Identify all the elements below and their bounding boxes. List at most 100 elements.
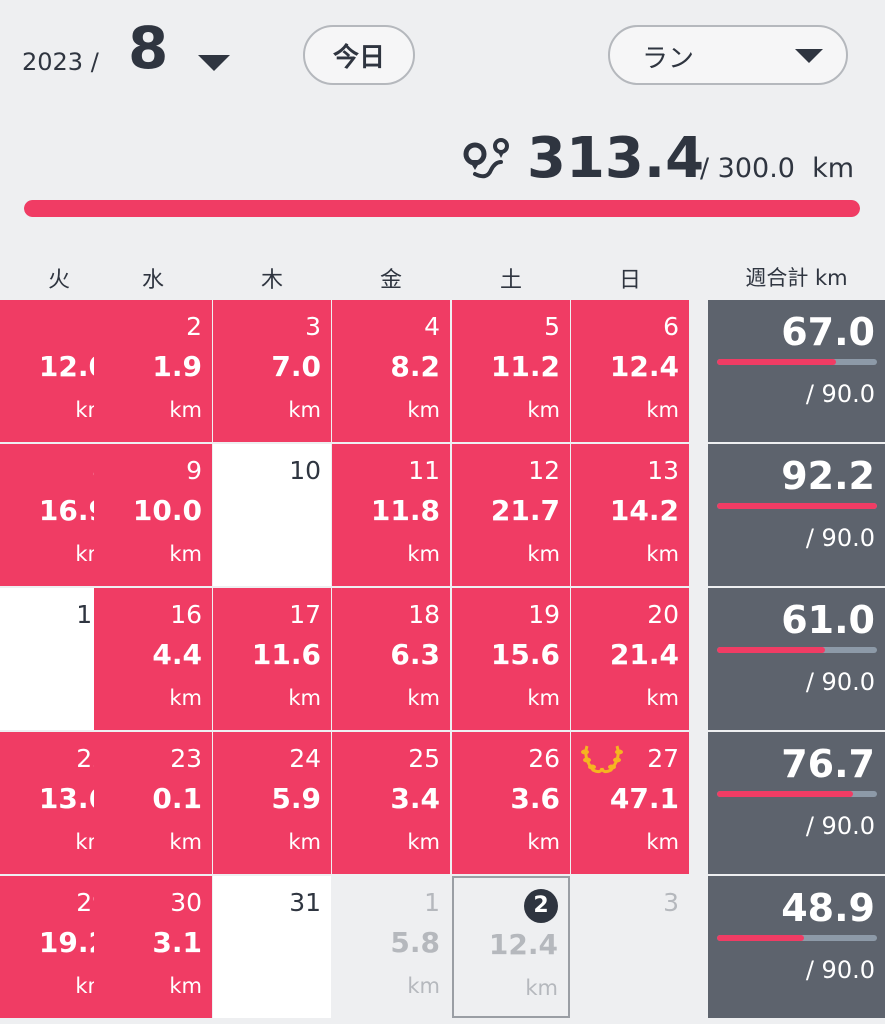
- day-distance: 6.3: [390, 638, 440, 671]
- weekday-label: 水: [141, 268, 164, 293]
- day-distance: 1.9: [152, 350, 202, 383]
- day-number: 25: [408, 744, 440, 773]
- day-distance: 3.4: [390, 782, 440, 815]
- distance-unit: km: [169, 974, 202, 998]
- day-cell[interactable]: 26 3.6 km: [452, 732, 570, 874]
- today-badge: 2: [524, 889, 558, 923]
- day-cell[interactable]: 1 5.8 km: [332, 876, 450, 1018]
- day-number: 12: [528, 456, 560, 485]
- day-number: 20: [647, 600, 679, 629]
- day-number: 26: [528, 744, 560, 773]
- distance-unit: km: [288, 398, 321, 422]
- weekly-progress-bar: [717, 791, 877, 797]
- distance-unit: km: [288, 830, 321, 854]
- day-cell[interactable]: 18 6.3 km: [332, 588, 450, 730]
- today-button[interactable]: 今日: [303, 25, 415, 85]
- day-distance: 5.8: [390, 926, 440, 959]
- day-number: 27: [647, 744, 679, 773]
- weekly-total-header: 週合計 km: [745, 266, 848, 290]
- weekly-progress-fill: [717, 935, 804, 941]
- day-cell[interactable]: 12 21.7 km: [452, 444, 570, 586]
- monthly-total-distance: 313.4: [527, 126, 705, 191]
- day-cell[interactable]: 4 8.2 km: [332, 300, 450, 442]
- year-label: 2023 /: [22, 48, 99, 76]
- distance-unit: km: [407, 974, 440, 998]
- calendar-header: 2023 / 8 今日 ラン 313.4 / 300.0 km: [0, 0, 885, 240]
- day-number: 6: [663, 312, 679, 341]
- weekly-goal: / 90.0: [805, 380, 875, 408]
- distance-unit: km: [169, 686, 202, 710]
- day-distance: 14.2: [609, 494, 679, 527]
- day-cell[interactable]: 13 14.2 km: [571, 444, 689, 586]
- distance-unit: km: [646, 830, 679, 854]
- weekly-total-card[interactable]: 67.0 / 90.0: [708, 300, 885, 442]
- day-number: 11: [408, 456, 440, 485]
- day-cell[interactable]: 11 11.8 km: [332, 444, 450, 586]
- laurel-trophy-icon: [581, 745, 623, 774]
- distance-unit: km: [407, 398, 440, 422]
- day-cell[interactable]: 17 11.6 km: [213, 588, 331, 730]
- day-cell[interactable]: 25 3.4 km: [332, 732, 450, 874]
- day-distance: 3.6: [510, 782, 560, 815]
- day-distance: 15.6: [490, 638, 560, 671]
- weekly-progress-bar: [717, 935, 877, 941]
- day-cell[interactable]: 31: [213, 876, 331, 1018]
- day-number: 23: [170, 744, 202, 773]
- day-cell[interactable]: 3 7.0 km: [213, 300, 331, 442]
- weekly-progress-bar: [717, 647, 877, 653]
- weekly-progress-bar: [717, 503, 877, 509]
- distance-unit: km: [527, 830, 560, 854]
- weekly-total-card[interactable]: 92.2 / 90.0: [708, 444, 885, 586]
- distance-unit: km: [527, 398, 560, 422]
- day-cell[interactable]: 2 1.9 km: [94, 300, 212, 442]
- day-cell[interactable]: 10: [213, 444, 331, 586]
- day-cell[interactable]: 27 47.1 km: [571, 732, 689, 874]
- weekly-total-card[interactable]: 61.0 / 90.0: [708, 588, 885, 730]
- day-cell[interactable]: 5 11.2 km: [452, 300, 570, 442]
- distance-unit: km: [407, 542, 440, 566]
- day-cell[interactable]: 30 3.1 km: [94, 876, 212, 1018]
- weekday-label: 金: [379, 268, 402, 293]
- monthly-progress-fill: [24, 200, 860, 217]
- day-cell[interactable]: 9 10.0 km: [94, 444, 212, 586]
- day-distance: 21.4: [609, 638, 679, 671]
- month-label[interactable]: 8: [128, 14, 169, 82]
- weekly-total-card[interactable]: 76.7 / 90.0: [708, 732, 885, 874]
- weekly-progress-fill: [717, 647, 826, 653]
- day-cell[interactable]: 6 12.4 km: [571, 300, 689, 442]
- day-distance: 12.4: [488, 928, 558, 961]
- monthly-goal: / 300.0 km: [700, 153, 855, 184]
- distance-unit: km: [407, 830, 440, 854]
- activity-select[interactable]: ラン: [608, 25, 848, 85]
- weekly-goal: / 90.0: [805, 668, 875, 696]
- distance-unit: km: [169, 398, 202, 422]
- day-cell[interactable]: 3: [571, 876, 689, 1018]
- month-dropdown-caret-icon[interactable]: [198, 55, 230, 71]
- weekly-goal: / 90.0: [805, 524, 875, 552]
- distance-unit: km: [527, 542, 560, 566]
- day-cell[interactable]: 19 15.6 km: [452, 588, 570, 730]
- chevron-down-icon: [795, 49, 823, 63]
- day-cell[interactable]: 23 0.1 km: [94, 732, 212, 874]
- day-number: 18: [408, 600, 440, 629]
- weekly-goal: / 90.0: [805, 812, 875, 840]
- activity-select-value: ラン: [642, 44, 695, 74]
- weekly-total-card[interactable]: 48.9 / 90.0: [708, 876, 885, 1018]
- day-cell[interactable]: 24 5.9 km: [213, 732, 331, 874]
- day-distance: 3.1: [152, 926, 202, 959]
- day-number: 5: [544, 312, 560, 341]
- day-number: 9: [186, 456, 202, 485]
- distance-unit: km: [169, 830, 202, 854]
- day-cell[interactable]: 20 21.4 km: [571, 588, 689, 730]
- distance-unit: km: [288, 686, 321, 710]
- day-number: 30: [170, 888, 202, 917]
- day-distance: 12.4: [609, 350, 679, 383]
- day-number: 19: [528, 600, 560, 629]
- weekly-goal: / 90.0: [805, 956, 875, 984]
- day-number: 4: [424, 312, 440, 341]
- day-cell[interactable]: 16 4.4 km: [94, 588, 212, 730]
- day-distance: 11.8: [370, 494, 440, 527]
- weekly-total-value: 92.2: [781, 454, 875, 498]
- day-distance: 4.4: [152, 638, 202, 671]
- day-cell[interactable]: 2 12.4 km: [452, 876, 570, 1018]
